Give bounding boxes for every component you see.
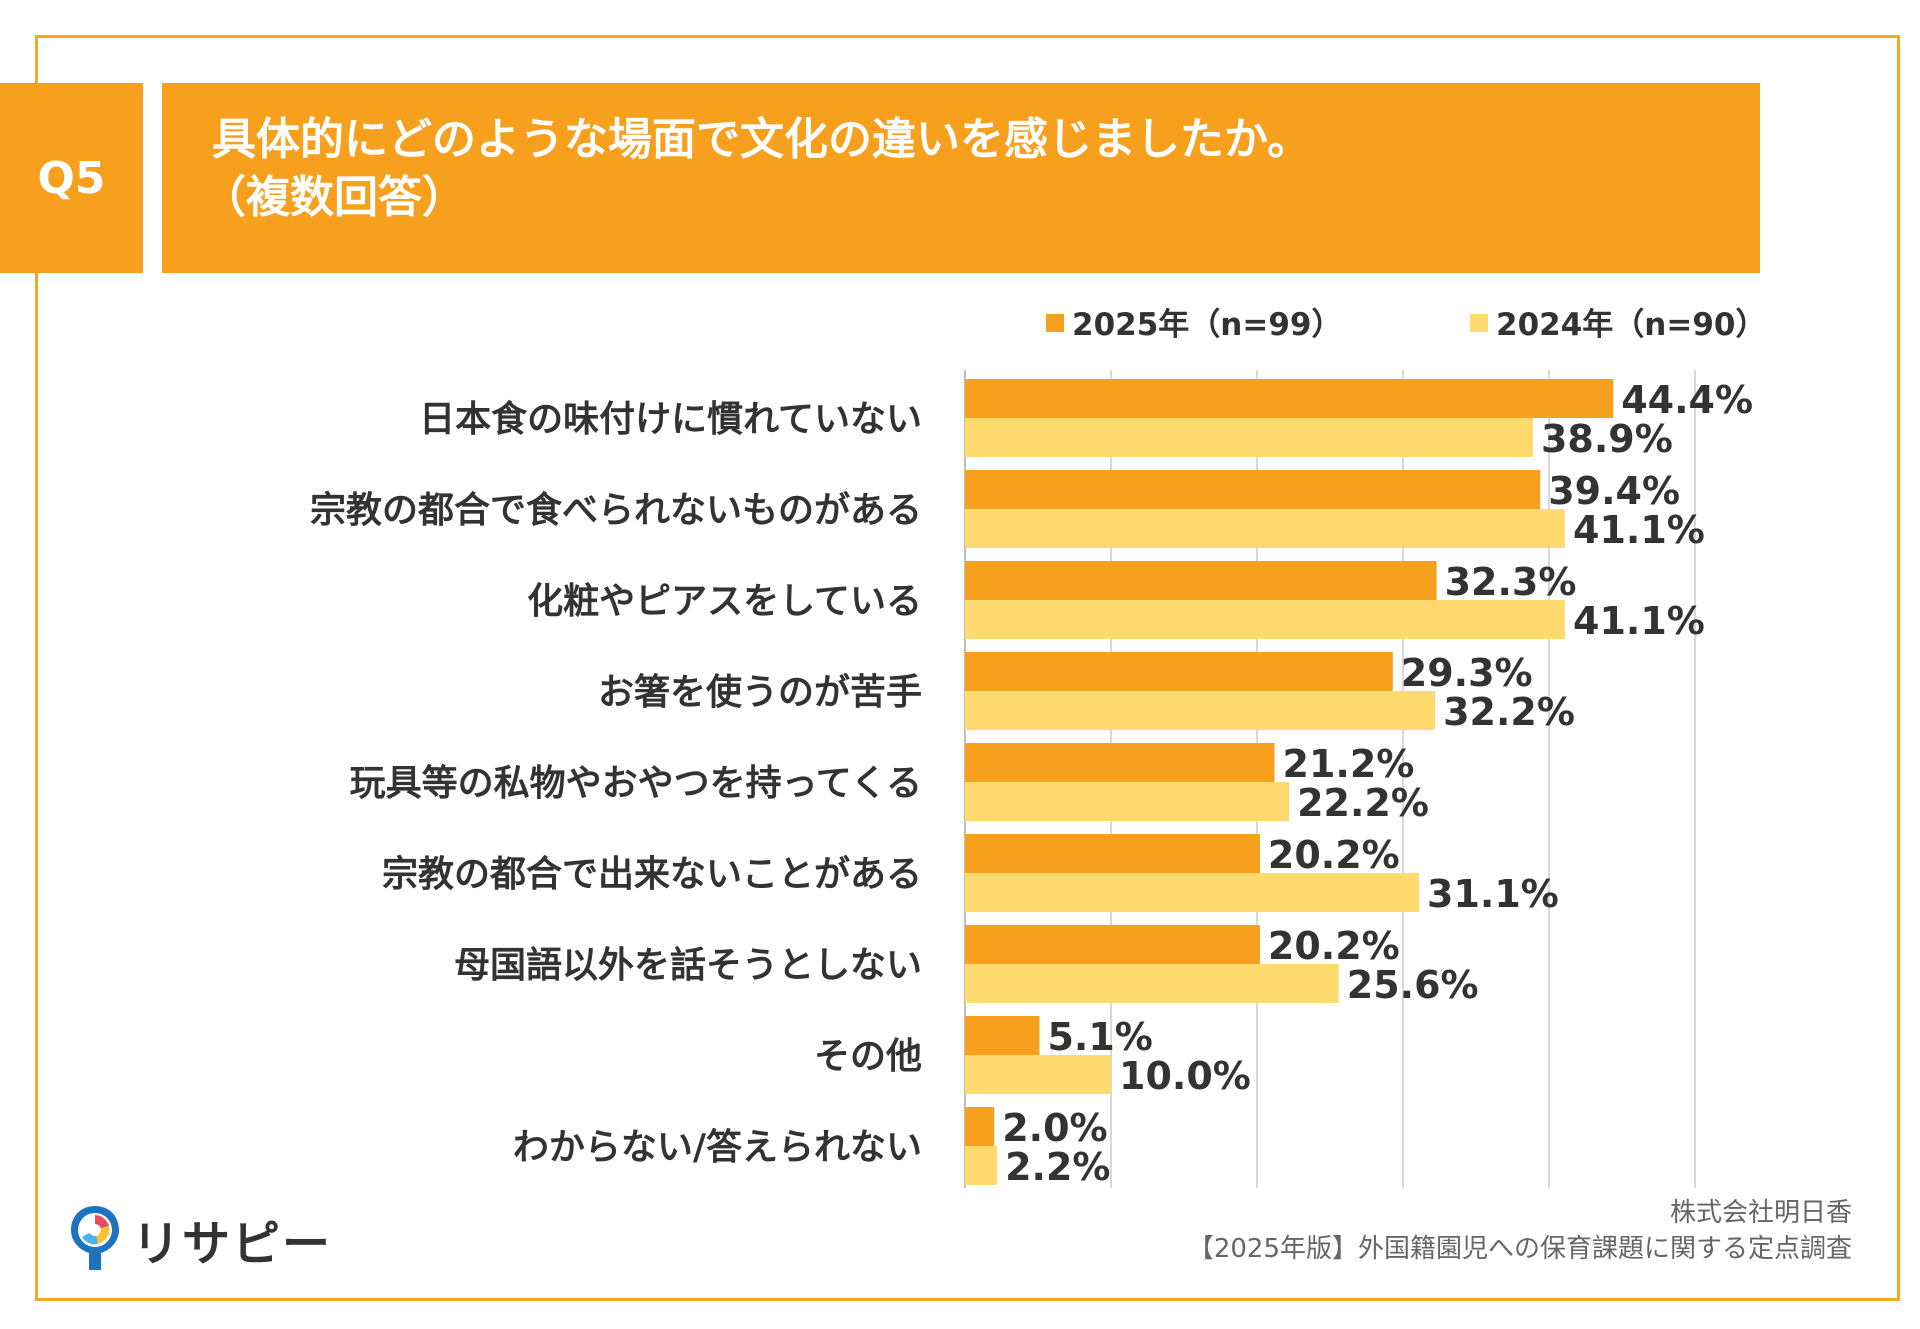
bar [965, 1146, 998, 1185]
company-name: 株式会社明日香 [1669, 1198, 1852, 1228]
source-credit: 株式会社明日香 【2025年版】外国籍園児への保育課題に関する定点調査 [1188, 1195, 1852, 1267]
logo-text: リサピー [132, 1216, 333, 1272]
bar [965, 379, 1614, 418]
bar [965, 834, 1260, 873]
bar [965, 1016, 1040, 1055]
data-label: 39.4% [1548, 469, 1680, 513]
category-label: お箸を使うのが苦手 [598, 672, 922, 713]
data-label: 21.2% [1283, 742, 1415, 786]
data-label: 10.0% [1119, 1054, 1251, 1098]
bar [965, 925, 1260, 964]
bar [965, 509, 1566, 548]
legend-label: 2024年（n=90） [1496, 307, 1766, 343]
survey-name: 【2025年版】外国籍園児への保育課題に関する定点調査 [1187, 1234, 1852, 1264]
bar [965, 691, 1436, 730]
data-label: 20.2% [1268, 833, 1400, 877]
category-label: 宗教の都合で食べられないものがある [310, 489, 922, 531]
question-subtitle: （複数回答） [202, 172, 466, 223]
category-label: 日本食の味付けに慣れていない [419, 399, 922, 440]
bar [965, 1055, 1111, 1094]
bar [965, 782, 1290, 821]
data-label: 44.4% [1621, 378, 1753, 422]
legend-label: 2025年（n=99） [1072, 307, 1342, 343]
question-title: 具体的にどのような場面で文化の違いを感じましたか。 [212, 114, 1312, 165]
bar [965, 470, 1541, 509]
data-label: 29.3% [1401, 651, 1533, 695]
data-label: 38.9% [1541, 417, 1673, 461]
category-label: 宗教の都合で出来ないことがある [382, 853, 922, 895]
data-label: 41.1% [1573, 599, 1705, 643]
category-label: 玩具等の私物やおやつを持ってくる [350, 763, 922, 804]
bar [965, 600, 1566, 639]
question-badge: Q5 [0, 83, 143, 273]
title-bar: 具体的にどのような場面で文化の違いを感じましたか。 （複数回答） [162, 83, 1760, 273]
bar [965, 964, 1339, 1003]
data-label: 31.1% [1427, 872, 1559, 916]
data-label: 41.1% [1573, 508, 1705, 552]
data-label: 32.3% [1445, 560, 1577, 604]
data-label: 2.0% [1002, 1106, 1107, 1150]
bar [965, 418, 1533, 457]
bar [965, 873, 1420, 912]
data-label: 20.2% [1268, 924, 1400, 968]
bar [965, 1107, 995, 1146]
logo-pin-icon [71, 1206, 119, 1270]
page-frame [35, 35, 1900, 1301]
legend-swatch [1470, 314, 1488, 332]
data-label: 22.2% [1297, 781, 1429, 825]
category-label: 母国語以外を話そうとしない [454, 945, 922, 986]
data-label: 5.1% [1047, 1015, 1152, 1059]
legend-swatch [1046, 314, 1064, 332]
bar [965, 652, 1393, 691]
category-label: その他 [814, 1036, 922, 1077]
data-label: 2.2% [1005, 1145, 1110, 1189]
category-label: 化粧やピアスをしている [527, 581, 922, 622]
bar [965, 561, 1437, 600]
brand-logo: リサピー [68, 1204, 332, 1274]
bar [965, 743, 1275, 782]
data-label: 32.2% [1443, 690, 1575, 734]
category-label: わからない/答えられない [513, 1127, 922, 1168]
data-label: 25.6% [1347, 963, 1479, 1007]
